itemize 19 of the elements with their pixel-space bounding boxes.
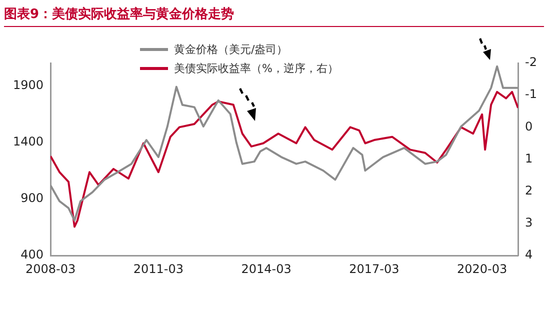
- chart-title: 图表9：美债实际收益率与黄金价格走势: [4, 4, 544, 27]
- legend-label: 美债实际收益率（%，逆序，右）: [174, 61, 338, 76]
- y-tick-label: 1900: [12, 78, 44, 92]
- y2-tick-label: -2: [525, 55, 538, 70]
- x-tick-label: 2020-03: [457, 262, 508, 276]
- y2-tick-label: 0: [525, 119, 533, 134]
- y2-tick-label: -1: [525, 87, 538, 102]
- y-tick-label: 1400: [12, 134, 44, 148]
- x-tick-label: 2017-03: [349, 262, 400, 276]
- y2-tick-label: 2: [525, 184, 533, 198]
- y2-tick-label: 3: [525, 216, 533, 230]
- y2-tick-label: 1: [525, 151, 533, 166]
- legend-label: 黄金价格（美元/盎司）: [174, 42, 288, 57]
- x-tick-label: 2014-03: [241, 262, 292, 276]
- x-tick-label: 2008-03: [25, 262, 76, 276]
- y-tick-label: 900: [20, 191, 44, 206]
- x-tick-label: 2011-03: [133, 262, 184, 276]
- y2-tick-label: 4: [525, 248, 533, 262]
- y-tick-label: 400: [20, 248, 44, 262]
